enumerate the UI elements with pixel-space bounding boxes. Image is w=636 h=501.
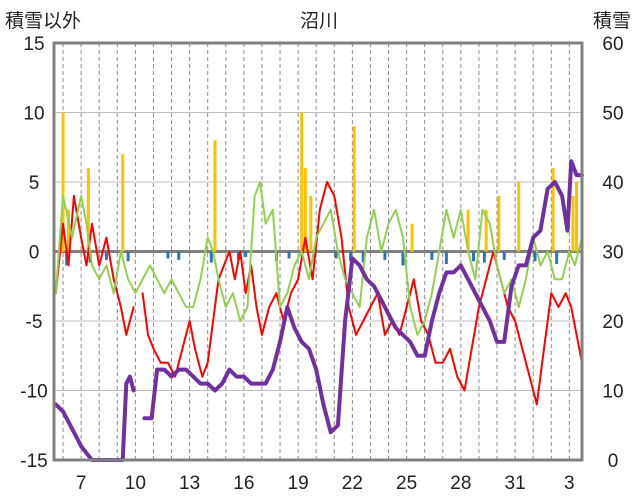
snowfall_change-bar [287,251,291,259]
precip-bar [121,154,125,252]
precip-bar [484,209,488,252]
snow_depth-line [142,159,584,435]
chart-title: 沼川 [300,10,338,32]
y-left-tick-label: -15 [20,451,47,472]
snowfall_change-bar [533,251,537,262]
y-right-tick-label: 10 [602,382,623,403]
precip-bar [213,140,217,252]
snowfall_change-bar [401,251,405,266]
snowfall_change-bar [166,251,170,259]
y-left-tick-label: -5 [26,312,43,333]
precip-bar [352,126,356,252]
right-axis-label: 積雪 [593,10,631,32]
plot-frame [52,41,584,462]
precip-bar [497,195,501,252]
x-tick-label: 3 [564,473,575,494]
snowfall_change-bar [334,251,338,259]
y-left-tick-label: 5 [29,173,40,194]
precip-bar [86,168,90,252]
x-tick-label: 22 [342,473,363,494]
precip-bar [517,182,521,252]
x-tick-label: 13 [179,473,200,494]
y-left-tick-label: -10 [20,382,47,403]
snowfall_change-bar [126,251,130,262]
snowfall_change-bar [177,251,181,260]
precip-bar [410,223,414,252]
snowfall_change-bar [383,251,387,260]
precip-bar [466,209,470,252]
precip-bar [309,195,313,252]
x-tick-label: 16 [233,473,254,494]
temperature-line [54,194,135,336]
snowfall_change-bar [209,251,213,263]
snowfall_change-bar [555,251,559,265]
y-left-tick-label: 15 [23,34,44,55]
sunshine-line [54,181,583,336]
precip-bar [300,112,304,252]
snowfall_change-bar [502,251,506,260]
x-tick-label: 19 [288,473,309,494]
snowfall_change-bar [444,251,448,265]
x-tick-label: 10 [125,473,146,494]
y-right-tick-label: 20 [602,312,623,333]
y-left-tick-label: 0 [29,243,40,264]
x-tick-label: 25 [396,473,417,494]
snowfall_change-bar [430,251,434,260]
precip-bar [571,195,575,252]
precip-bar [575,182,579,252]
precip-bar [303,168,307,252]
precip-bar [61,112,65,252]
precip-bar [66,209,70,252]
y-right-tick-label: 40 [602,173,623,194]
x-tick-label: 31 [505,473,526,494]
snowfall_change-bar [482,251,486,263]
left-axis-label: 積雪以外 [5,10,81,32]
snowfall_change-bar [472,251,476,262]
x-tick-label: 28 [450,473,471,494]
y-right-tick-label: 60 [602,34,623,55]
snowfall_change-bar [349,251,353,262]
precip-bar [551,168,555,252]
y-right-tick-label: 30 [602,243,623,264]
x-tick-label: 7 [76,473,87,494]
y-left-tick-label: 10 [23,104,44,125]
y-right-tick-label: 50 [602,104,623,125]
y-right-tick-label: 0 [608,451,619,472]
snowfall_change-bar [244,251,248,258]
snowfall_change-bar [104,251,108,260]
snowfall_change-bar [361,251,365,263]
